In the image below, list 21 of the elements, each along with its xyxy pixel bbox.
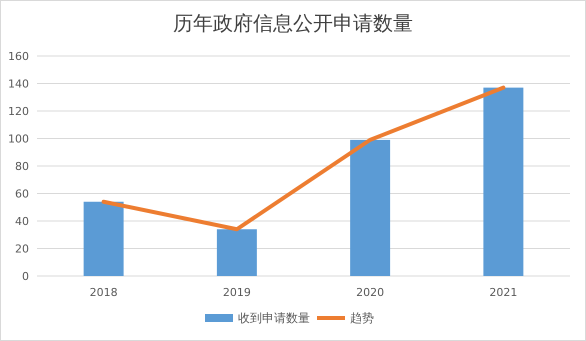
- bar: [84, 202, 124, 276]
- y-tick-label: 0: [22, 270, 29, 283]
- x-tick-label: 2021: [489, 286, 518, 299]
- x-tick-label: 2020: [356, 286, 384, 299]
- y-tick-label: 60: [15, 188, 29, 200]
- y-tick-label: 120: [8, 105, 29, 118]
- line-series: [102, 86, 506, 232]
- bar: [483, 88, 524, 276]
- x-tick-label: 2018: [90, 286, 118, 299]
- legend-label: 趋势: [350, 311, 374, 325]
- x-tick-label: 2019: [222, 286, 251, 299]
- y-tick-label: 40: [15, 215, 29, 228]
- legend-label: 收到申请数量: [238, 311, 310, 325]
- y-tick-label: 160: [8, 50, 29, 63]
- y-tick-label: 80: [15, 160, 29, 173]
- y-tick-label: 100: [8, 132, 29, 146]
- bar: [350, 140, 390, 276]
- chart-title: 历年政府信息公开申请数量: [173, 13, 413, 35]
- y-tick-label: 20: [15, 242, 29, 256]
- y-tick-label: 140: [8, 78, 29, 90]
- bar: [216, 229, 257, 276]
